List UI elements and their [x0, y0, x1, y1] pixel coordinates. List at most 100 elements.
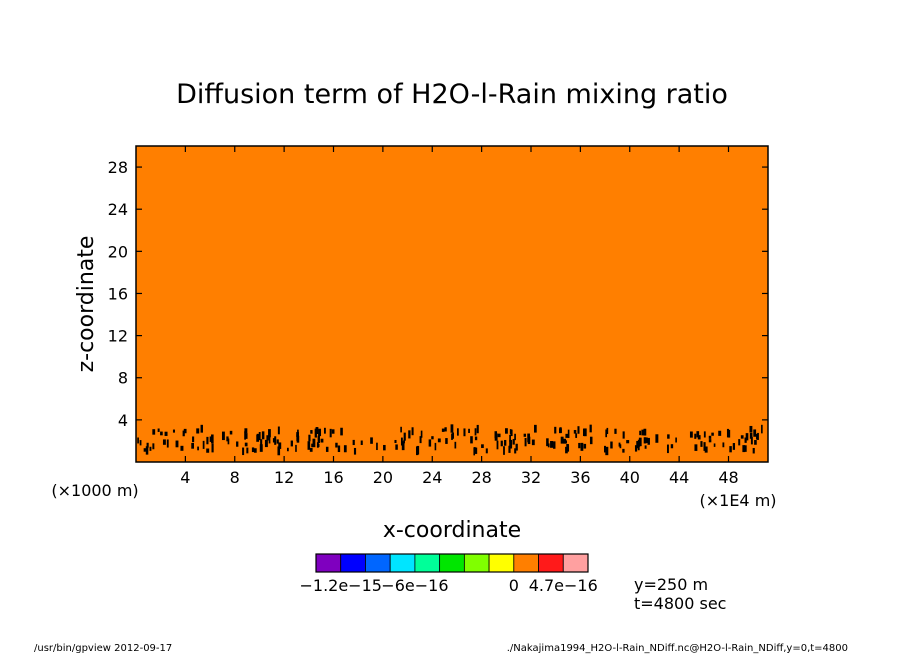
noise-mark	[645, 437, 648, 443]
noise-mark	[431, 436, 434, 440]
noise-mark	[244, 431, 246, 440]
noise-mark	[550, 441, 554, 448]
colorbar-swatch	[414, 553, 441, 573]
noise-mark	[411, 427, 414, 436]
noise-mark	[610, 441, 613, 449]
noise-mark	[416, 446, 419, 456]
noise-mark	[753, 429, 757, 437]
noise-mark	[547, 443, 550, 448]
noise-mark	[643, 428, 647, 436]
noise-mark	[732, 443, 736, 450]
noise-mark	[468, 428, 470, 434]
noise-mark	[211, 434, 214, 444]
noise-mark	[337, 445, 341, 453]
noise-mark	[667, 434, 670, 439]
noise-mark	[566, 443, 569, 448]
noise-mark	[503, 446, 505, 455]
noise-mark	[251, 447, 255, 453]
x-tick-label: 44	[669, 468, 689, 487]
noise-mark	[444, 427, 447, 432]
noise-mark	[508, 445, 511, 453]
noise-mark	[376, 442, 378, 451]
noise-mark	[565, 440, 567, 444]
noise-mark	[278, 442, 282, 449]
noise-mark	[559, 428, 562, 433]
colorbar-swatch	[315, 553, 342, 573]
noise-mark	[726, 428, 730, 438]
colorbar-frame	[315, 553, 589, 573]
colorbar-tick-label: 4.7e−16	[529, 576, 598, 595]
noise-mark	[229, 430, 233, 435]
noise-mark	[329, 428, 332, 438]
noise-mark	[164, 431, 168, 436]
x-tick-label: 36	[570, 468, 590, 487]
footer-left: /usr/bin/gpview 2012-09-17	[34, 643, 172, 654]
noise-mark	[428, 439, 432, 447]
noise-mark	[266, 435, 269, 441]
noise-mark	[534, 424, 537, 433]
noise-mark	[146, 442, 149, 448]
x-tick-label: 16	[323, 468, 343, 487]
noise-mark	[245, 433, 248, 439]
heatmap-field	[136, 146, 768, 462]
noise-mark	[754, 440, 757, 445]
noise-mark	[553, 441, 556, 449]
noise-mark	[708, 439, 712, 443]
noise-mark	[494, 433, 498, 441]
noise-mark	[309, 447, 313, 452]
colorbar-swatch	[538, 553, 564, 573]
noise-mark	[277, 446, 281, 456]
noise-mark	[573, 429, 577, 434]
noise-mark	[563, 438, 567, 444]
noise-mark	[315, 427, 319, 435]
noise-mark	[634, 445, 638, 452]
noise-mark	[295, 444, 297, 452]
noise-mark	[290, 440, 293, 447]
noise-mark	[473, 447, 476, 456]
noise-mark	[308, 434, 311, 442]
noise-mark	[476, 424, 479, 434]
noise-mark	[437, 438, 441, 443]
noise-mark	[485, 448, 488, 454]
x-tick-label: 28	[471, 468, 491, 487]
noise-mark	[259, 444, 263, 452]
noise-mark	[268, 434, 271, 444]
noise-mark	[209, 436, 212, 442]
colorbar-swatch	[365, 553, 391, 573]
y-tick-label: 12	[108, 327, 128, 346]
noise-mark	[524, 437, 527, 447]
noise-mark	[531, 439, 535, 446]
noise-mark	[749, 425, 753, 433]
noise-mark	[196, 428, 200, 434]
colorbar-labels: −1.2e−15 −6e−16 0 4.7e−16	[299, 576, 597, 595]
x-right-unit-label: (×1E4 m)	[699, 491, 776, 510]
noise-mark	[182, 430, 185, 437]
noise-mark	[589, 436, 593, 445]
noise-mark	[441, 428, 445, 432]
noise-mark	[192, 436, 195, 443]
x-tick-label: 32	[521, 468, 541, 487]
noise-mark	[514, 448, 517, 454]
x-tick-label: 40	[620, 468, 640, 487]
noise-mark	[256, 433, 260, 440]
noise-mark	[211, 443, 214, 453]
x-tick-label: 12	[274, 468, 294, 487]
noise-mark	[745, 433, 749, 441]
colorbar	[315, 553, 589, 573]
y-tick-label: 16	[108, 284, 128, 303]
colorbar-swatch	[439, 553, 465, 573]
y-tick-label: 8	[118, 369, 128, 388]
noise-mark	[618, 442, 621, 447]
t-info: t=4800 sec	[634, 594, 726, 613]
noise-mark	[470, 436, 473, 444]
noise-mark	[694, 433, 697, 439]
noise-mark	[565, 433, 569, 438]
colorbar-tick-label: −6e−16	[381, 576, 448, 595]
noise-mark	[694, 444, 698, 451]
y-tick-label: 4	[118, 411, 128, 430]
noise-mark	[740, 435, 744, 439]
noise-mark	[157, 428, 160, 432]
noise-mark	[317, 443, 320, 448]
noise-mark	[497, 433, 501, 438]
colorbar-swatch	[513, 553, 539, 573]
